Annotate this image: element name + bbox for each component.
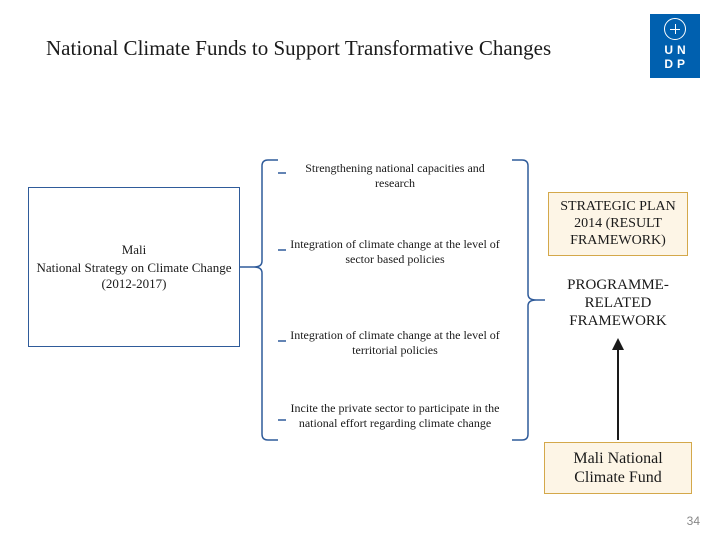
logo-letter: D — [664, 58, 673, 70]
climate-fund-box: Mali National Climate Fund — [544, 442, 692, 494]
mali-label: Mali — [122, 242, 147, 258]
middle-item-3: Integration of climate change at the lev… — [290, 328, 500, 358]
page-number: 34 — [687, 514, 700, 528]
un-emblem-icon — [664, 18, 686, 40]
mali-strategy-box: Mali National Strategy on Climate Change… — [28, 187, 240, 347]
undp-logo: U N D P — [650, 14, 700, 78]
page-title: National Climate Funds to Support Transf… — [46, 36, 551, 61]
strategic-plan-box: STRATEGIC PLAN 2014 (RESULT FRAMEWORK) — [548, 192, 688, 256]
logo-letter: P — [677, 58, 686, 70]
programme-framework-label: PROGRAMME-RELATED FRAMEWORK — [548, 276, 688, 330]
middle-item-1: Strengthening national capacities and re… — [290, 161, 500, 191]
logo-letter: N — [677, 44, 686, 56]
logo-letter: U — [664, 44, 673, 56]
mali-strategy-text: National Strategy on Climate Change (201… — [29, 260, 239, 292]
middle-item-4: Incite the private sector to participate… — [290, 401, 500, 431]
middle-item-2: Integration of climate change at the lev… — [290, 237, 500, 267]
